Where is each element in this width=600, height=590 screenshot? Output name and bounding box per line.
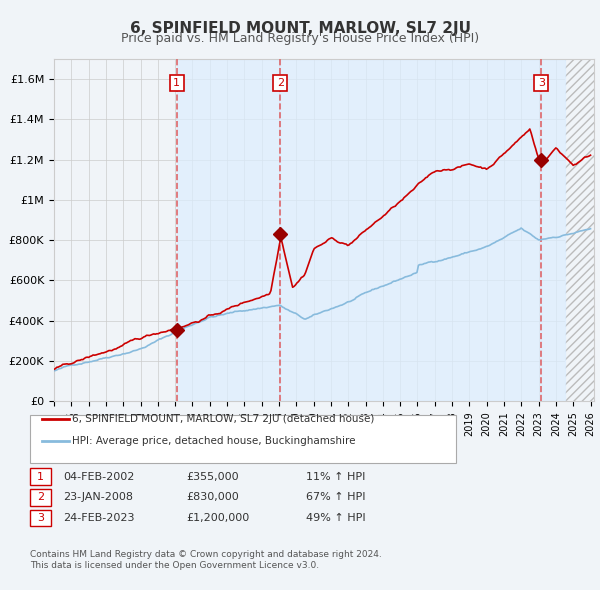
Text: 23-JAN-2008: 23-JAN-2008 bbox=[63, 493, 133, 502]
Text: 3: 3 bbox=[538, 78, 545, 88]
Text: 49% ↑ HPI: 49% ↑ HPI bbox=[306, 513, 365, 523]
Bar bbox=[280, 59, 541, 401]
Text: £830,000: £830,000 bbox=[186, 493, 239, 502]
Text: £355,000: £355,000 bbox=[186, 472, 239, 481]
Text: 2: 2 bbox=[277, 78, 284, 88]
Text: 1: 1 bbox=[37, 472, 44, 481]
Text: 3: 3 bbox=[37, 513, 44, 523]
Text: 24-FEB-2023: 24-FEB-2023 bbox=[63, 513, 134, 523]
Text: This data is licensed under the Open Government Licence v3.0.: This data is licensed under the Open Gov… bbox=[30, 560, 319, 569]
Text: 67% ↑ HPI: 67% ↑ HPI bbox=[306, 493, 365, 502]
Bar bbox=[177, 59, 280, 401]
Text: £1,200,000: £1,200,000 bbox=[186, 513, 249, 523]
Bar bbox=[565, 59, 594, 401]
Bar bbox=[565, 59, 594, 401]
Text: Contains HM Land Registry data © Crown copyright and database right 2024.: Contains HM Land Registry data © Crown c… bbox=[30, 550, 382, 559]
Text: 2: 2 bbox=[37, 493, 44, 502]
Text: 6, SPINFIELD MOUNT, MARLOW, SL7 2JU (detached house): 6, SPINFIELD MOUNT, MARLOW, SL7 2JU (det… bbox=[72, 414, 374, 424]
Text: 1: 1 bbox=[173, 78, 180, 88]
Text: Price paid vs. HM Land Registry's House Price Index (HPI): Price paid vs. HM Land Registry's House … bbox=[121, 32, 479, 45]
Text: 6, SPINFIELD MOUNT, MARLOW, SL7 2JU (detached house): 6, SPINFIELD MOUNT, MARLOW, SL7 2JU (det… bbox=[72, 414, 374, 424]
Text: 04-FEB-2002: 04-FEB-2002 bbox=[63, 472, 134, 481]
Text: HPI: Average price, detached house, Buckinghamshire: HPI: Average price, detached house, Buck… bbox=[72, 437, 355, 446]
Text: 6, SPINFIELD MOUNT, MARLOW, SL7 2JU: 6, SPINFIELD MOUNT, MARLOW, SL7 2JU bbox=[130, 21, 470, 35]
Bar bbox=[541, 59, 565, 401]
Text: 11% ↑ HPI: 11% ↑ HPI bbox=[306, 472, 365, 481]
Text: HPI: Average price, detached house, Buckinghamshire: HPI: Average price, detached house, Buck… bbox=[72, 437, 355, 446]
